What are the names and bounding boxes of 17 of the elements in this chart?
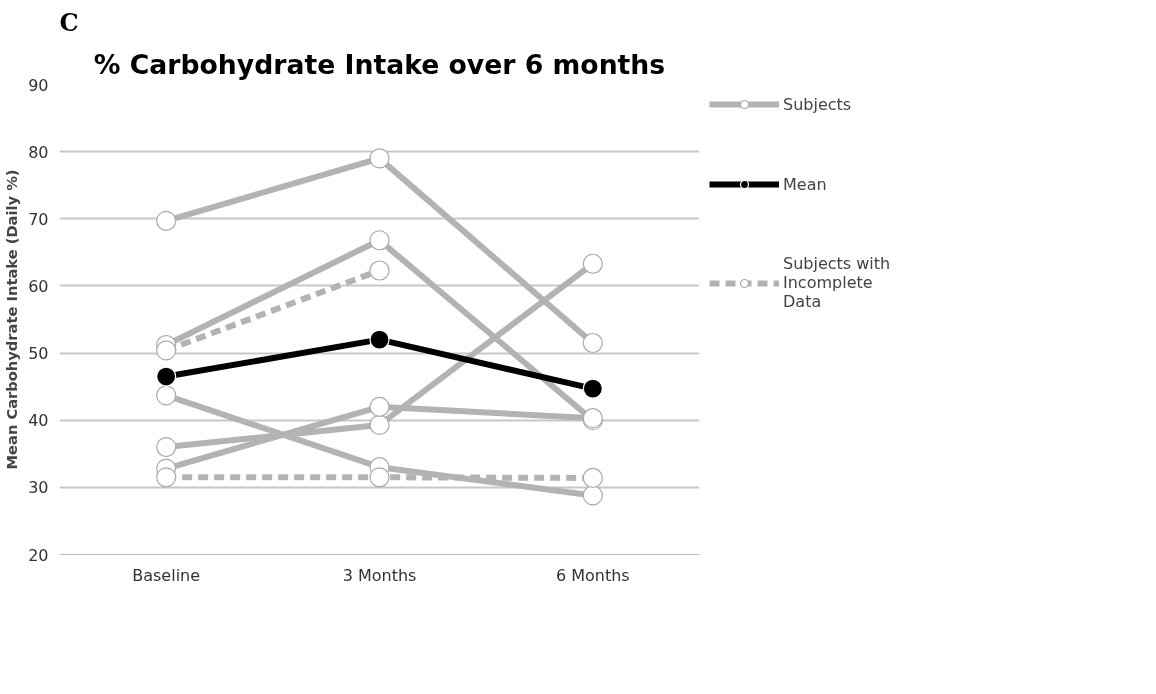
legend-label: Mean xyxy=(783,174,827,194)
x-tick-label: Baseline xyxy=(132,565,201,585)
y-tick-label: 50 xyxy=(28,344,49,364)
y-tick-label: 90 xyxy=(28,75,49,95)
y-tick-label: 20 xyxy=(28,545,49,565)
x-tick-label: 6 Months xyxy=(555,565,630,585)
y-tick-label: 40 xyxy=(28,411,49,431)
y-axis-title: Mean Carbohydrate Intake (Daily %) xyxy=(3,169,21,470)
chart-title: % Carbohydrate Intake over 6 months xyxy=(93,48,666,80)
x-tick-label: 3 Months xyxy=(342,565,417,585)
y-tick-label: 30 xyxy=(28,478,49,498)
text: C xyxy=(59,7,79,37)
legend-label: Subjects xyxy=(783,94,852,114)
y-tick-label: 80 xyxy=(28,142,49,162)
legend-label: Subjects with Incomplete Data xyxy=(783,254,891,311)
y-tick-label: 60 xyxy=(28,276,49,296)
y-tick-label: 70 xyxy=(28,209,49,229)
